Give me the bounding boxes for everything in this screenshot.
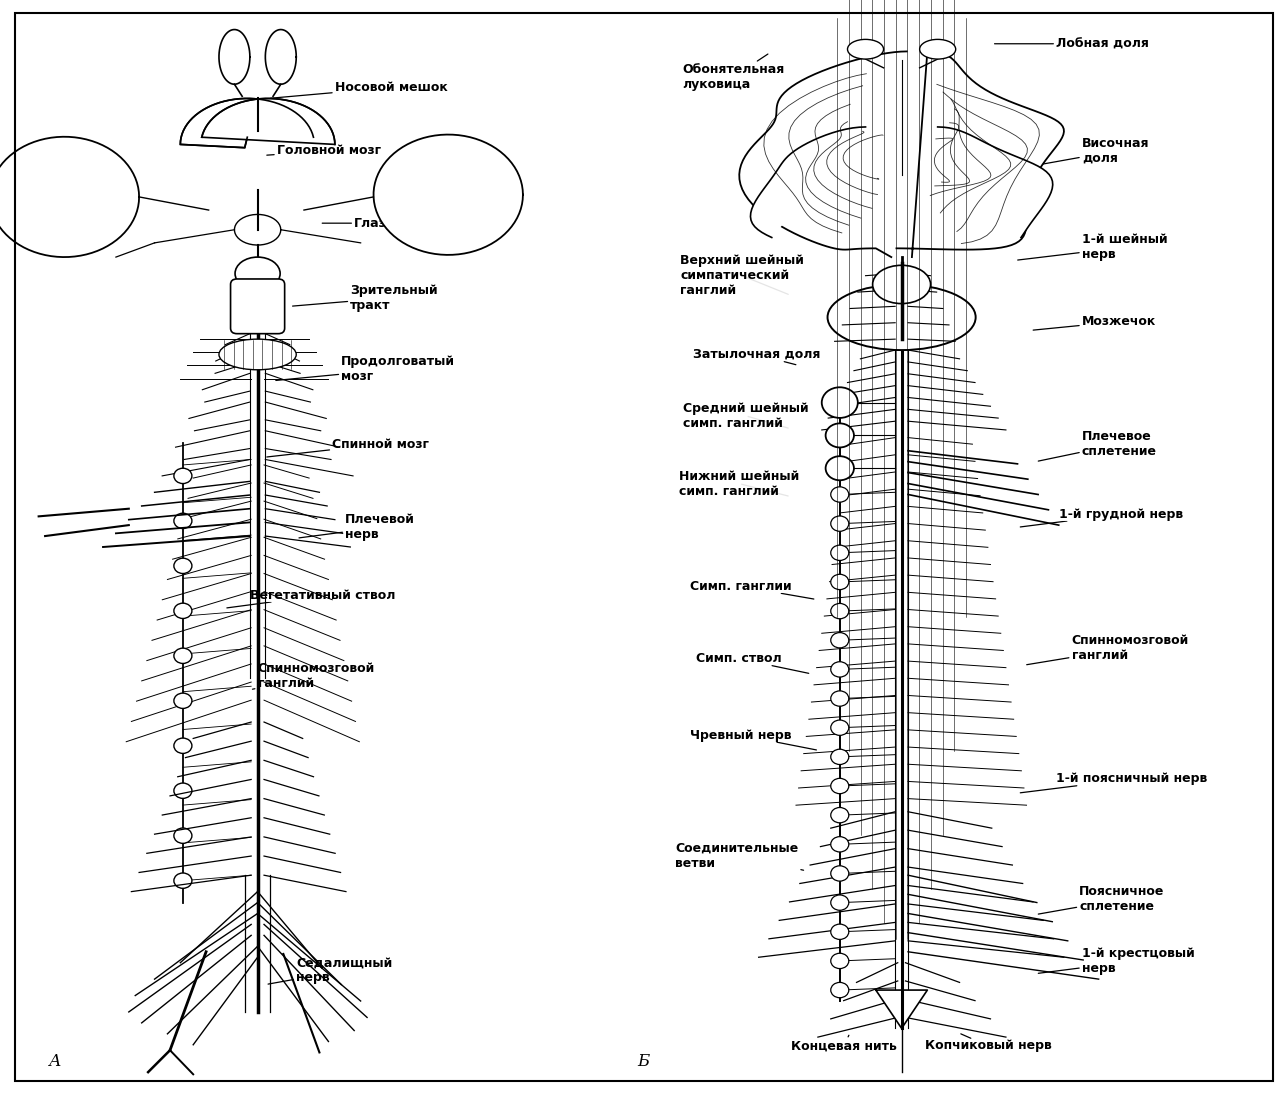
Ellipse shape — [872, 266, 930, 304]
Circle shape — [174, 648, 192, 663]
Circle shape — [826, 423, 854, 447]
Text: Затылочная доля: Затылочная доля — [693, 348, 820, 364]
Text: Зрительный
тракт: Зрительный тракт — [292, 283, 438, 312]
Text: Б: Б — [638, 1052, 650, 1070]
Text: Плечевое
сплетение: Плечевое сплетение — [1038, 430, 1157, 461]
Text: 1-й шейный
нерв: 1-й шейный нерв — [1018, 233, 1167, 261]
Text: Симп. ствол: Симп. ствол — [696, 652, 809, 673]
Text: Вегетативный ствол: Вегетативный ствол — [227, 589, 395, 608]
Circle shape — [174, 783, 192, 799]
Ellipse shape — [920, 39, 956, 59]
Polygon shape — [751, 127, 866, 237]
Text: Копчиковый нерв: Копчиковый нерв — [925, 1034, 1051, 1052]
Circle shape — [831, 749, 849, 765]
Ellipse shape — [827, 284, 975, 350]
Circle shape — [174, 513, 192, 528]
Polygon shape — [739, 51, 907, 257]
Text: Носовой мешок: Носовой мешок — [270, 81, 448, 98]
Text: Головной мозг: Головной мозг — [267, 144, 381, 158]
Circle shape — [831, 865, 849, 881]
Circle shape — [831, 632, 849, 648]
Circle shape — [831, 516, 849, 532]
Text: А: А — [49, 1052, 62, 1070]
Circle shape — [174, 603, 192, 618]
Text: Нижний шейный
симп. ганглий: Нижний шейный симп. ганглий — [679, 469, 799, 498]
Ellipse shape — [236, 257, 281, 290]
Polygon shape — [202, 98, 335, 144]
Text: 1-й крестцовый
нерв: 1-й крестцовый нерв — [1038, 946, 1195, 975]
Ellipse shape — [848, 39, 884, 59]
Polygon shape — [180, 98, 313, 148]
Text: Седалищный
нерв: Седалищный нерв — [268, 956, 393, 985]
Text: Обонятельная
луковица: Обонятельная луковица — [683, 54, 784, 91]
Text: 1-й поясничный нерв: 1-й поясничный нерв — [1020, 772, 1207, 793]
Circle shape — [831, 487, 849, 502]
Circle shape — [174, 468, 192, 484]
Circle shape — [831, 982, 849, 998]
Circle shape — [822, 387, 858, 418]
Circle shape — [831, 837, 849, 852]
Polygon shape — [374, 135, 523, 255]
Text: Височная
доля: Височная доля — [1033, 137, 1149, 166]
Circle shape — [831, 691, 849, 707]
Circle shape — [174, 873, 192, 888]
Text: Соединительные
ветви: Соединительные ветви — [675, 841, 804, 870]
Circle shape — [831, 924, 849, 940]
Circle shape — [831, 545, 849, 560]
Circle shape — [831, 778, 849, 793]
Text: Симп. ганглии: Симп. ганглии — [690, 580, 814, 600]
Text: Чревный нерв: Чревный нерв — [690, 729, 817, 750]
Circle shape — [174, 694, 192, 709]
Text: Поясничное
сплетение: Поясничное сплетение — [1038, 885, 1164, 915]
Circle shape — [831, 574, 849, 590]
Text: Верхний шейный
симпатический
ганглий: Верхний шейный симпатический ганглий — [680, 254, 804, 298]
Circle shape — [831, 895, 849, 910]
Circle shape — [831, 662, 849, 677]
Circle shape — [826, 456, 854, 480]
Text: Спинной мозг: Спинной мозг — [267, 438, 429, 457]
Circle shape — [174, 828, 192, 843]
FancyBboxPatch shape — [231, 279, 285, 334]
Text: Продолговатый
мозг: Продолговатый мозг — [276, 354, 456, 383]
Circle shape — [831, 807, 849, 823]
Text: Спинномозговой
ганглий: Спинномозговой ганглий — [1027, 633, 1189, 665]
Circle shape — [831, 953, 849, 968]
Circle shape — [174, 558, 192, 573]
Text: Концевая нить: Концевая нить — [791, 1035, 896, 1052]
Polygon shape — [896, 51, 1064, 257]
Circle shape — [831, 604, 849, 619]
Text: Плечевой
нерв: Плечевой нерв — [299, 513, 415, 542]
Text: Спинномозговой
ганглий: Спинномозговой ганглий — [252, 662, 375, 690]
Text: Лобная доля: Лобная доля — [994, 37, 1149, 50]
Polygon shape — [938, 127, 1052, 237]
Text: 1-й грудной нерв: 1-й грудной нерв — [1020, 508, 1182, 527]
Text: Глаз: Глаз — [322, 217, 386, 230]
Circle shape — [174, 738, 192, 754]
Polygon shape — [0, 137, 139, 257]
Circle shape — [831, 720, 849, 735]
Polygon shape — [876, 990, 927, 1028]
Text: Средний шейный
симп. ганглий: Средний шейный симп. ганглий — [683, 401, 809, 430]
Text: Мозжечок: Мозжечок — [1033, 315, 1157, 330]
Polygon shape — [234, 214, 281, 245]
Ellipse shape — [219, 339, 296, 370]
